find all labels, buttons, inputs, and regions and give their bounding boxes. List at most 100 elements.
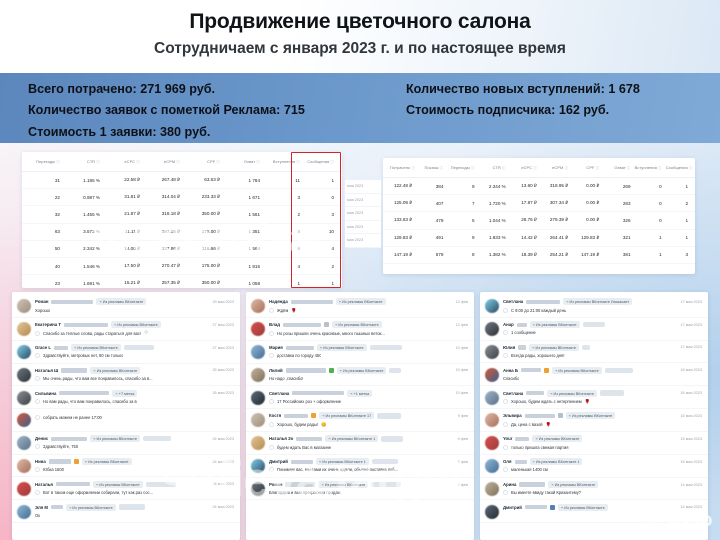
avatar[interactable] — [17, 413, 31, 428]
info-icon[interactable]: ⓘ — [594, 166, 600, 170]
info-icon[interactable]: ⓘ — [175, 160, 180, 164]
contact-name[interactable]: Влад — [269, 322, 280, 328]
avatar[interactable] — [485, 299, 499, 314]
source-tag-chip[interactable]: ⌁ Из рекламы ВКонтакте 1 — [529, 458, 583, 466]
source-tag-chip[interactable]: ⌁ Из рекламы ВКонтакте — [331, 321, 382, 329]
contact-name[interactable]: Екатерина Т — [35, 322, 61, 328]
conversation-row[interactable]: Анар ⌁ Из рекламы ВКонтакте 17 мая 2023 1 с… — [480, 318, 708, 341]
source-tag-chip[interactable]: ⌁ Из рекламы ВКонтакте — [81, 458, 132, 466]
source-tag-chip[interactable]: ⌁ Из рекламы ВКонтакте — [551, 366, 602, 374]
info-icon[interactable]: ⓘ — [329, 160, 334, 164]
contact-name[interactable]: Роман — [35, 299, 49, 305]
source-tag-chip[interactable]: ⌁ Из рекламы ВКонтакте — [336, 366, 387, 374]
conversation-row[interactable]: Нина ⌁ Из рекламы ВКонтакте 24 мая 2023 Юбк… — [12, 455, 240, 478]
contact-name[interactable]: Эля М — [35, 504, 48, 510]
source-tag-chip[interactable]: ⌁ Из рекламы ВКонтакте — [547, 389, 597, 397]
conversation-row[interactable]: Наталья Зо ⌁ Из рекламы ВКонтакте 1 9 фев б… — [246, 432, 474, 455]
source-tag-chip[interactable]: ⌁ Из рекламы ВКонтакте — [557, 503, 608, 511]
info-icon[interactable]: ⓘ — [135, 160, 140, 164]
info-icon[interactable]: ⓘ — [656, 166, 662, 170]
contact-name[interactable]: Наталья Ш — [35, 367, 59, 373]
avatar[interactable] — [485, 504, 499, 519]
conversation-row[interactable]: Дмитрий ⌁ Из рекламы ВКонтакте 14 мая 2023 — [480, 500, 708, 524]
panel-center[interactable]: Надежда ⌁ Из рекламы ВКонтакте 13 фев Ждём 🌹… — [246, 292, 474, 540]
conversation-row[interactable]: Наталья Ш ⌁ Из рекламы ВКонтакте 26 мая 20… — [12, 364, 240, 387]
avatar[interactable] — [485, 413, 499, 428]
avatar[interactable] — [251, 436, 265, 451]
avatar[interactable] — [251, 390, 265, 405]
avatar[interactable] — [485, 482, 499, 497]
conversation-row[interactable]: Роман ⌁ Из рекламы ВКонтакте 3 фев Благодар… — [246, 478, 474, 501]
info-icon[interactable]: ⓘ — [95, 160, 100, 164]
avatar[interactable] — [251, 459, 265, 474]
source-tag-chip[interactable]: ⌁ Из рекламы ВКонтакте 1 — [315, 458, 369, 466]
conversation-row[interactable]: Сильвина ⌁ +7 метка 26 мая 2023 Но вам рады… — [12, 386, 240, 410]
conversation-row[interactable]: Арина ⌁ Из рекламы ВКонтакте 14 мая 2023 Вы… — [480, 478, 708, 501]
source-tag-chip[interactable]: ⌁ Из рекламы ВКонтакте — [92, 480, 143, 488]
avatar[interactable] — [485, 344, 499, 359]
conversation-row[interactable]: Анна Б ⌁ Из рекламы ВКонтакте 16 мая 2023 С… — [480, 363, 708, 387]
avatar[interactable] — [251, 322, 265, 337]
avatar[interactable] — [485, 459, 499, 474]
contact-name[interactable]: Наталья — [35, 481, 53, 487]
source-tag-chip[interactable]: ⌁ Из рекламы ВКонтакте — [335, 298, 386, 306]
info-icon[interactable]: ⓘ — [55, 160, 60, 164]
source-tag-chip[interactable]: ⌁ Из рекламы ВКонтакте — [90, 435, 140, 443]
conversation-row[interactable]: Your ⌁ Из рекламы ВКонтакте 15 мая 2023 тол… — [480, 432, 708, 455]
contact-name[interactable]: Денис — [35, 436, 49, 442]
contact-name[interactable]: Арина — [503, 482, 517, 488]
conversation-row[interactable]: Наталья ⌁ Из рекламы ВКонтакте 24 мая 2023… — [12, 477, 240, 501]
panel-left[interactable]: Роман ⌁ Из рекламы ВКонтакте 29 мая 2023 Хо… — [12, 292, 240, 540]
avatar[interactable] — [485, 390, 499, 405]
source-tag-chip[interactable]: ⌁ Из рекламы ВКонтакте — [532, 435, 583, 443]
avatar[interactable] — [17, 390, 31, 405]
avatar[interactable] — [485, 322, 499, 337]
info-icon[interactable]: ⓘ — [295, 160, 300, 164]
source-tag-chip[interactable]: ⌁ Из рекламы ВКонтакте — [529, 321, 580, 329]
source-tag-chip[interactable]: ⌁ Из рекламы ВКонтакте — [96, 298, 147, 306]
info-icon[interactable]: ⓘ — [625, 166, 631, 170]
avatar[interactable] — [485, 436, 499, 451]
avatar[interactable] — [17, 367, 31, 382]
info-icon[interactable]: ⓘ — [687, 166, 693, 170]
conversation-row[interactable]: Екатерина Т ⌁ Из рекламы ВКонтакте 27 мая … — [12, 318, 240, 341]
source-tag-chip[interactable]: ⌁ Из рекламы ВКонтакте 1 — [325, 435, 379, 443]
conversation-row[interactable]: Лилий ⌁ Из рекламы ВКонтакте 10 фев Но надо… — [246, 364, 474, 387]
source-tag-chip[interactable]: ⌁ +7 метка — [112, 389, 138, 397]
conversation-row[interactable]: Оля ⌁ Из рекламы ВКонтакте 1 15 мая 2023 ма… — [480, 455, 708, 478]
conversation-row[interactable]: Надежда ⌁ Из рекламы ВКонтакте 13 фев Ждём 🌹 — [246, 295, 474, 318]
info-icon[interactable]: ⓘ — [532, 166, 537, 170]
avatar[interactable] — [17, 504, 31, 519]
conversation-row[interactable]: Мария ⌁ Из рекламы ВКонтакте 10 фев доставк… — [246, 341, 474, 364]
conversation-row[interactable]: Светлана ⌁ +1 метка 10 фев 17 Российских ро… — [246, 386, 474, 410]
source-tag-chip[interactable]: ⌁ Из рекламы ВКонтакте 17 — [319, 412, 375, 420]
conversation-row[interactable]: Эльвира ⌁ Из рекламы ВКонтакте 16 мая 2023… — [480, 409, 708, 433]
contact-name[interactable]: Анна Б — [503, 367, 518, 373]
source-tag-chip[interactable]: ⌁ Из рекламы ВКонтакте Ласкасает — [563, 298, 633, 306]
conversation-row[interactable]: Дмитрий ⌁ Из рекламы ВКонтакте 1 7 фев Пони… — [246, 455, 474, 478]
conversation-row[interactable]: Эля М ⌁ Из рекламы ВКонтакте 24 мая 2023 Ок — [12, 500, 240, 523]
contact-name[interactable]: Анар — [503, 322, 514, 328]
contact-name[interactable]: Роман — [269, 482, 283, 488]
info-icon[interactable]: ⓘ — [410, 166, 416, 170]
contact-name[interactable]: Your — [503, 436, 513, 442]
info-icon[interactable]: ⓘ — [563, 166, 569, 170]
conversation-row[interactable]: Grace L ⌁ Из рекламы ВКонтакте 27 мая 2023… — [12, 341, 240, 364]
contact-name[interactable]: Светлана — [503, 390, 524, 396]
avatar[interactable] — [251, 367, 265, 382]
info-icon[interactable]: ⓘ — [438, 166, 444, 170]
avatar[interactable] — [17, 322, 31, 337]
source-tag-chip[interactable]: ⌁ Из рекламы ВКонтакте — [529, 343, 579, 351]
avatar[interactable] — [17, 345, 31, 360]
avatar[interactable] — [251, 345, 265, 360]
conversation-row[interactable]: Светлана ⌁ Из рекламы ВКонтакте Ласкасает… — [480, 295, 708, 318]
info-icon[interactable]: ⓘ — [469, 166, 475, 170]
conversation-row[interactable]: Костя ⌁ Из рекламы ВКонтакте 17 9 фев Хорош… — [246, 409, 474, 433]
source-tag-chip[interactable]: ⌁ Из рекламы ВКонтакте — [318, 481, 369, 489]
source-tag-chip[interactable]: ⌁ Из рекламы ВКонтакте — [548, 481, 599, 489]
contact-name[interactable]: Светлана — [269, 390, 290, 396]
contact-name[interactable]: Дмитрий — [269, 459, 288, 465]
contact-name[interactable]: Костя — [269, 413, 282, 419]
conversation-row[interactable]: собрать можем не ранее 17:00 — [12, 409, 240, 432]
info-icon[interactable]: ⓘ — [500, 166, 506, 170]
